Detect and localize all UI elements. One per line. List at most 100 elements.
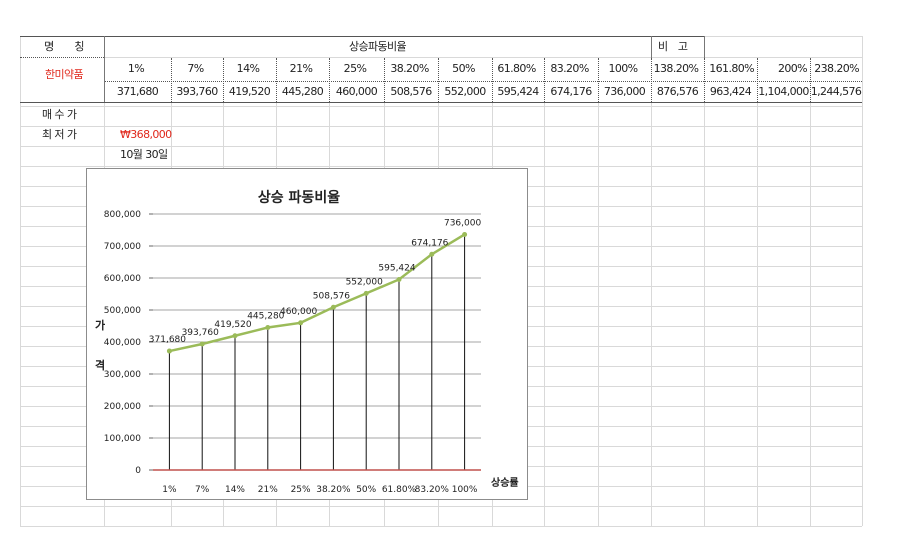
grid-line (20, 36, 21, 526)
grid-line (651, 102, 652, 526)
x-tick-label: 7% (195, 485, 210, 495)
ratio-cell[interactable]: 238.20% (814, 62, 859, 75)
grid-line (20, 102, 862, 103)
ratio-cell[interactable]: 161.80% (709, 62, 754, 75)
data-label: 674,176 (411, 238, 448, 248)
data-label: 508,576 (313, 291, 350, 301)
series-line (169, 233, 466, 353)
ratio-cell[interactable]: 200% (777, 62, 808, 75)
date-cell[interactable]: 10월 30일 (120, 148, 168, 161)
y-tick-label: 200,000 (104, 402, 141, 412)
x-tick-label: 21% (258, 485, 278, 495)
line-chart[interactable]: 상승 파동비율 0 100,000 200,000 300,000 400,000 500,… (86, 168, 528, 500)
grid-line (544, 58, 545, 102)
x-tick-label: 100% (452, 485, 478, 495)
grid-line (20, 146, 862, 147)
y-tick-label: 300,000 (104, 370, 141, 380)
lowest-price-value[interactable]: ₩368,000 (120, 128, 172, 141)
grid-line (384, 58, 385, 102)
ratio-cell[interactable]: 61.80% (497, 62, 536, 75)
wave-ratio-header[interactable]: 상승파동비율 (348, 40, 407, 53)
chart-title: 상승 파동비율 (258, 189, 340, 206)
data-label: 552,000 (346, 277, 383, 287)
data-point (199, 341, 205, 347)
grid-line (598, 102, 599, 526)
grid-line (544, 102, 545, 526)
ratio-cell[interactable]: 7% (187, 62, 204, 75)
grid-line (492, 58, 493, 102)
x-tick-label: 25% (291, 485, 311, 495)
grid-line (651, 36, 652, 58)
data-label: 736,000 (444, 218, 481, 228)
x-tick-label: 38.20% (316, 485, 351, 495)
ratio-cell[interactable]: 14% (236, 62, 260, 75)
data-label: 393,760 (182, 328, 219, 338)
ratio-cell[interactable]: 83.20% (550, 62, 589, 75)
price-cell[interactable]: 552,000 (444, 85, 486, 98)
chart-canvas: 상승 파동비율 0 100,000 200,000 300,000 400,000 500,… (95, 189, 519, 495)
ratio-cell[interactable]: 21% (289, 62, 313, 75)
x-axis-label: 상승률 (491, 476, 519, 489)
grid-line (598, 58, 599, 102)
x-tick-label: 50% (356, 485, 376, 495)
price-cell[interactable]: 508,576 (390, 85, 432, 98)
grid-line (329, 58, 330, 102)
name-header[interactable]: 명 칭 (44, 40, 84, 53)
price-cell[interactable]: 963,424 (709, 85, 752, 98)
grid-line (276, 58, 277, 102)
ratio-cell[interactable]: 25% (343, 62, 367, 75)
grid-line (104, 57, 862, 58)
y-tick-label: 0 (135, 466, 141, 476)
note-header[interactable]: 비 고 (658, 40, 688, 53)
y-tick-label: 500,000 (104, 306, 141, 316)
grid-line (862, 36, 863, 526)
y-tick-label: 400,000 (104, 338, 141, 348)
grid-line (704, 36, 862, 37)
ratio-cell[interactable]: 138.20% (653, 62, 699, 75)
price-cell[interactable]: 876,576 (656, 85, 699, 98)
ratio-cell[interactable]: 38.20% (390, 62, 429, 75)
ratio-cell[interactable]: 1% (127, 62, 145, 75)
x-tick-label: 61.80% (382, 485, 417, 495)
data-label: 419,520 (214, 320, 251, 330)
data-label: 595,424 (378, 263, 415, 273)
data-point (330, 304, 336, 310)
price-cell[interactable]: 595,424 (497, 85, 539, 98)
grid-line (171, 58, 172, 102)
price-cell[interactable]: 674,176 (550, 85, 592, 98)
data-label: 445,280 (247, 312, 284, 322)
data-point (232, 333, 238, 339)
ratio-cell[interactable]: 50% (452, 62, 475, 75)
grid-line (20, 106, 862, 107)
price-cell[interactable]: 393,760 (176, 85, 218, 98)
grid-line (704, 58, 705, 102)
grid-line (20, 126, 862, 127)
price-cell[interactable]: 1,244,576 (810, 85, 862, 98)
price-cell[interactable]: 445,280 (281, 85, 324, 98)
company-name-cell[interactable]: 한미약품 (44, 68, 84, 81)
price-cell[interactable]: 736,000 (603, 85, 646, 98)
price-cell[interactable]: 460,000 (335, 85, 378, 98)
x-tick-label: 83.20% (415, 485, 450, 495)
buy-price-label[interactable]: 매 수 가 (42, 108, 77, 121)
grid-line (223, 58, 224, 102)
grid-line (104, 36, 105, 102)
y-axis-label-char: 격 (95, 358, 105, 372)
data-label: 371,680 (149, 335, 186, 345)
data-point (298, 320, 304, 326)
x-tick-label: 1% (162, 485, 177, 495)
grid-line (438, 58, 439, 102)
data-point (166, 348, 172, 354)
grid-line (704, 102, 705, 526)
data-point (363, 290, 369, 296)
grid-line (810, 58, 811, 102)
lowest-price-label[interactable]: 최 저 가 (42, 128, 77, 141)
grid-line (810, 102, 811, 526)
grid-line (20, 166, 862, 167)
price-cell[interactable]: 419,520 (228, 85, 271, 98)
price-cell[interactable]: 371,680 (116, 85, 159, 98)
ratio-cell[interactable]: 100% (608, 62, 638, 75)
y-tick-label: 800,000 (104, 210, 141, 220)
price-cell[interactable]: 1,104,000 (758, 85, 809, 98)
y-axis-label-char: 가 (95, 318, 105, 332)
